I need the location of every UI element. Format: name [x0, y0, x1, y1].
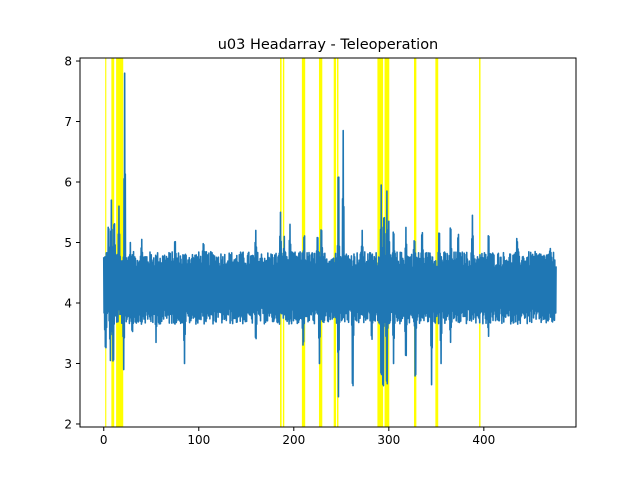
highlight-span	[435, 58, 439, 427]
x-axis: 0 100 200 300 400	[100, 427, 495, 447]
x-tick-label: 0	[100, 433, 108, 447]
y-tick-label: 6	[64, 176, 72, 190]
y-tick-label: 2	[64, 417, 72, 431]
highlight-span	[479, 58, 481, 427]
y-tick-label: 4	[64, 296, 72, 310]
x-tick-label: 100	[187, 433, 210, 447]
signal-line	[102, 72, 557, 398]
highlight-span	[105, 58, 107, 427]
y-tick-label: 8	[64, 55, 72, 69]
y-tick-label: 7	[64, 115, 72, 129]
x-tick-label: 300	[377, 433, 400, 447]
plot-area	[102, 58, 557, 427]
y-tick-label: 5	[64, 236, 72, 250]
y-axis: 2 3 4 5 6 7 8	[64, 55, 80, 431]
y-tick-label: 3	[64, 357, 72, 371]
highlight-span	[333, 58, 337, 427]
x-tick-label: 200	[282, 433, 305, 447]
signal-series	[102, 72, 557, 398]
x-tick-label: 400	[472, 433, 495, 447]
chart-title: u03 Headarray - Teleoperation	[218, 37, 439, 53]
